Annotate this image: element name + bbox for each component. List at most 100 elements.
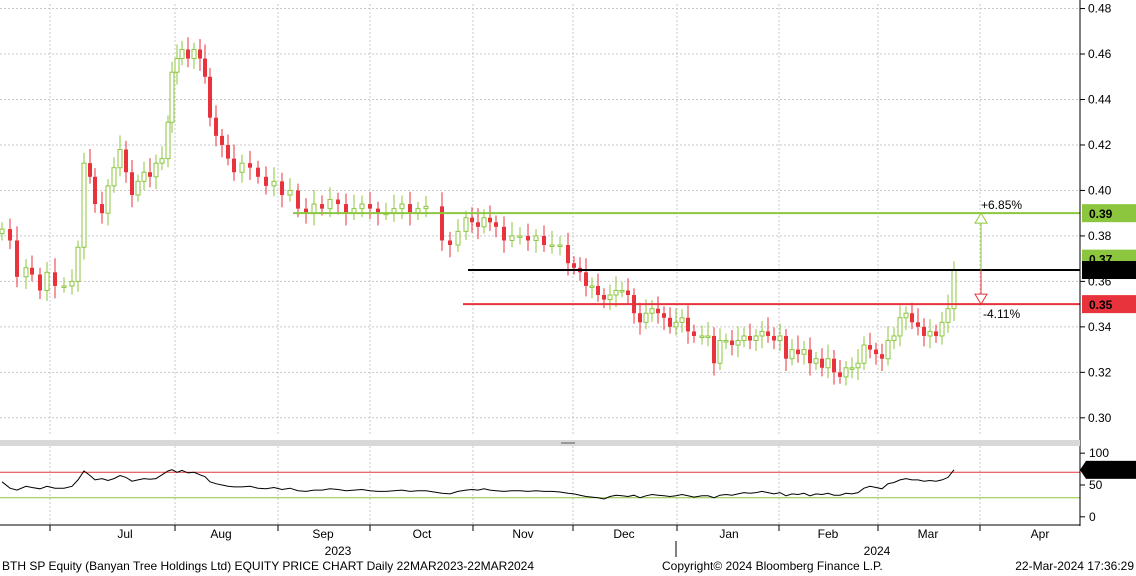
panel-divider[interactable] xyxy=(0,440,1080,446)
rsi-tick-label: 50 xyxy=(1089,478,1103,492)
candle-body xyxy=(336,199,340,205)
candle-body xyxy=(643,312,649,323)
candle-body xyxy=(662,313,666,318)
candle-body xyxy=(124,149,128,173)
candle-body xyxy=(526,235,530,241)
candle-body xyxy=(891,335,897,342)
candle-body xyxy=(408,204,412,214)
copyright: Copyright© 2024 Bloomberg Finance L.P. xyxy=(662,559,883,573)
level-label-text: 0.35 xyxy=(1089,298,1113,312)
chart-title: BTH SP Equity (Banyan Tree Holdings Ltd)… xyxy=(2,559,535,573)
price-tick-label: 0.36 xyxy=(1088,274,1112,288)
candle-body xyxy=(832,358,836,373)
x-tick-label: Aug xyxy=(210,527,231,541)
candle-body xyxy=(753,335,759,342)
x-tick-label: Feb xyxy=(818,527,839,541)
candle-body xyxy=(735,340,741,346)
level-label: 0.39 xyxy=(1082,204,1136,223)
candle-body xyxy=(759,330,765,337)
candle-body xyxy=(820,358,824,368)
rsi-last-arrow xyxy=(1080,460,1086,479)
candle-body xyxy=(945,308,951,323)
grid xyxy=(0,4,1080,524)
candle-body xyxy=(903,312,909,319)
rsi-tick-label: 0 xyxy=(1089,510,1096,524)
candle-body xyxy=(93,176,97,205)
candle-body xyxy=(825,358,831,369)
candle-body xyxy=(885,340,891,360)
candle-body xyxy=(602,295,606,300)
level-label-arrow xyxy=(1082,295,1088,314)
candle-body xyxy=(271,180,277,187)
candle-body xyxy=(226,144,230,159)
candle-body xyxy=(502,226,506,241)
candle-body xyxy=(88,163,92,177)
candle-body xyxy=(368,204,372,209)
candle-body xyxy=(723,340,729,343)
price-tick-label: 0.32 xyxy=(1088,365,1112,379)
candle-body xyxy=(589,285,595,288)
candle-body xyxy=(572,263,576,268)
candle-body xyxy=(30,267,34,275)
candle-body xyxy=(939,321,945,337)
candle-body xyxy=(448,240,452,246)
candle-body xyxy=(304,208,308,214)
rsi-line xyxy=(1,469,955,500)
candle-body xyxy=(668,317,672,327)
candle-body xyxy=(148,172,152,177)
candle-body xyxy=(69,280,75,287)
candle-body xyxy=(813,358,819,364)
candle-body xyxy=(53,272,57,286)
level-label-arrow xyxy=(1082,261,1088,280)
candle-body xyxy=(801,349,807,355)
candle-body xyxy=(44,271,50,291)
candle-body xyxy=(730,340,734,346)
candle-body xyxy=(951,269,957,310)
candle-body xyxy=(169,71,175,123)
candle-body xyxy=(399,203,405,210)
candle-body xyxy=(100,204,104,214)
level-label-bg xyxy=(1082,204,1136,223)
candle-body xyxy=(280,181,284,195)
price-tick-label: 0.40 xyxy=(1088,183,1112,197)
candle-body xyxy=(440,206,444,241)
candle-body xyxy=(320,204,324,209)
candle-body xyxy=(153,162,159,178)
candle-body xyxy=(855,362,861,369)
candle-body xyxy=(256,167,260,177)
candle-body xyxy=(159,158,165,164)
x-tick-label: Apr xyxy=(1031,527,1050,541)
level-label-text: 0.39 xyxy=(1089,207,1113,221)
candle-body xyxy=(8,229,12,241)
rsi-series: 73.8392 xyxy=(0,460,1136,500)
timestamp: 22-Mar-2024 17:36:29 xyxy=(1015,559,1134,573)
candle-body xyxy=(476,222,480,227)
candle-body xyxy=(712,335,716,364)
candle-body xyxy=(296,190,300,209)
candle-body xyxy=(927,330,933,337)
candle-body xyxy=(455,230,461,246)
candle-body xyxy=(75,246,81,282)
price-panel xyxy=(0,0,1080,441)
rsi-last-value: 73.8392 xyxy=(1088,464,1132,478)
candle-body xyxy=(843,367,849,378)
candle-body xyxy=(619,289,625,293)
candle-body xyxy=(741,335,747,342)
candle-body xyxy=(248,163,252,168)
candle-body xyxy=(130,172,134,195)
candle-body xyxy=(656,308,660,314)
candle-body xyxy=(105,185,111,214)
x-tick-label: Jan xyxy=(719,527,738,541)
candle-body xyxy=(517,235,523,238)
candle-body xyxy=(117,149,123,169)
price-tick-label: 0.48 xyxy=(1088,2,1112,16)
candle-body xyxy=(699,335,705,338)
candle-body xyxy=(327,199,333,210)
candle-body xyxy=(673,321,679,328)
candle-body xyxy=(679,317,685,323)
candle-body xyxy=(549,244,555,248)
candle-body xyxy=(165,121,171,160)
candle-body xyxy=(214,117,218,136)
candle-body xyxy=(0,228,5,235)
candle-body xyxy=(203,58,207,77)
